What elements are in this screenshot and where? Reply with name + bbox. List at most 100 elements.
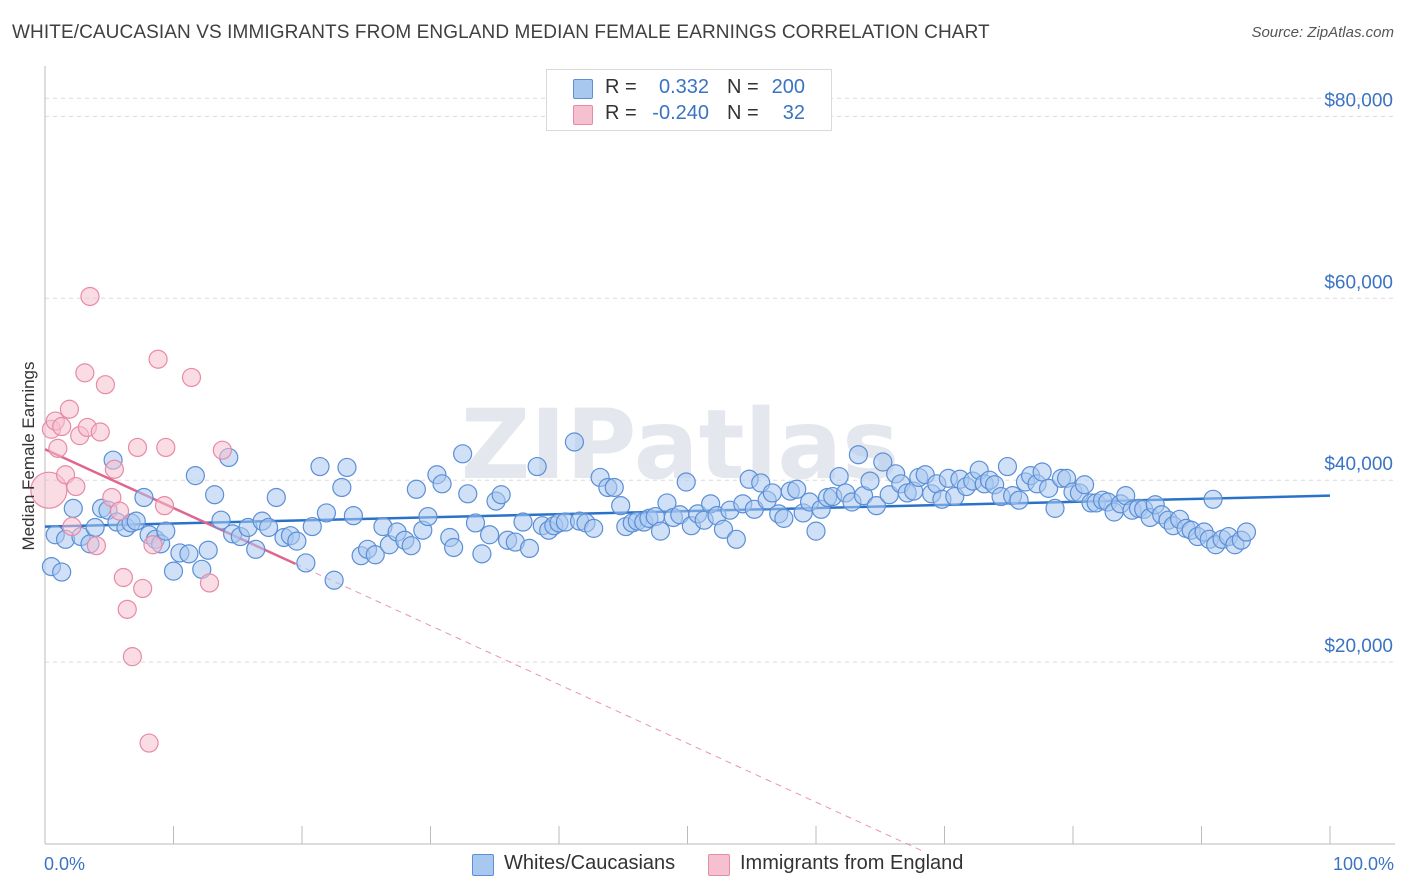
point-whites: [266, 487, 286, 508]
point-whites: [513, 512, 533, 532]
point-whites: [1045, 498, 1065, 518]
point-whites: [829, 466, 849, 487]
point-whites: [198, 540, 218, 560]
point-whites: [1074, 475, 1095, 495]
point-whites: [726, 529, 746, 549]
point-whites: [126, 511, 146, 531]
grid-lines: [45, 97, 1395, 663]
x-tick-label: 100.0%: [1333, 854, 1394, 874]
point-whites: [337, 457, 357, 478]
point-england: [156, 437, 176, 458]
point-england: [52, 416, 72, 437]
y-tick-label: $20,000: [1324, 636, 1393, 657]
point-whites: [453, 444, 473, 464]
point-whites: [205, 485, 225, 505]
legend-r-value: 0.332: [659, 76, 710, 98]
point-whites: [401, 536, 421, 556]
point-whites: [676, 472, 696, 492]
point-whites: [343, 506, 363, 526]
point-england: [62, 516, 82, 537]
point-england: [109, 501, 130, 521]
point-whites: [762, 483, 782, 503]
point-whites: [1038, 478, 1059, 498]
point-england: [95, 375, 115, 395]
x-tick-label: 0.0%: [44, 854, 85, 874]
point-whites: [418, 506, 438, 527]
point-whites: [179, 544, 199, 564]
bottom-legend-swatch-pink: [708, 854, 730, 876]
axis-labels: $20,000 $40,000 $60,000 $80,000 0.0% 100.0%: [44, 90, 1394, 874]
point-whites: [611, 496, 631, 516]
point-whites: [806, 521, 826, 541]
point-england: [90, 422, 110, 442]
point-whites: [787, 479, 807, 499]
point-whites: [564, 432, 585, 452]
point-england: [75, 363, 95, 383]
point-england: [139, 733, 159, 753]
point-whites: [480, 525, 500, 545]
legend-n-value: 200: [771, 76, 805, 98]
data-points: [30, 286, 1257, 753]
correlation-legend: R = 0.332 N = 200 R = -0.240 N = 32: [546, 69, 832, 131]
point-whites: [296, 553, 316, 573]
point-whites: [332, 477, 352, 498]
y-axis-label: Median Female Earnings: [19, 362, 38, 551]
point-whites: [258, 517, 279, 538]
chart-title: WHITE/CAUCASIAN VS IMMIGRANTS FROM ENGLA…: [12, 22, 990, 43]
point-whites: [85, 517, 105, 538]
point-whites: [1236, 522, 1257, 542]
point-whites: [52, 562, 72, 582]
point-whites: [302, 516, 322, 537]
point-england: [48, 438, 68, 458]
point-whites: [211, 510, 231, 530]
source-label: Source: ZipAtlas.com: [1251, 24, 1394, 41]
axes: [44, 66, 1395, 845]
point-whites: [134, 487, 154, 508]
legend-n-label: N =: [727, 76, 759, 98]
point-whites: [491, 485, 511, 505]
point-whites: [604, 477, 624, 498]
point-whites: [310, 456, 330, 477]
point-whites: [365, 545, 385, 565]
point-england: [148, 349, 168, 369]
legend-n-label: N =: [727, 102, 759, 124]
legend-r-label: R =: [605, 102, 637, 124]
point-england: [59, 399, 80, 419]
point-whites: [713, 519, 734, 539]
point-england: [154, 496, 175, 516]
point-whites: [458, 484, 478, 504]
point-whites: [163, 561, 184, 581]
point-whites: [1032, 462, 1052, 482]
point-whites: [246, 539, 266, 559]
point-england: [127, 437, 148, 458]
point-whites: [324, 570, 344, 590]
point-whites: [63, 498, 83, 518]
point-whites: [406, 479, 426, 499]
point-whites: [848, 445, 869, 465]
point-whites: [185, 466, 205, 486]
bottom-legend-swatch-blue: [472, 854, 494, 876]
point-whites: [584, 518, 604, 538]
legend-r-value: -0.240: [652, 102, 709, 124]
point-england: [122, 647, 142, 667]
point-england: [212, 440, 232, 460]
legend-row-england: R = -0.240 N = 32: [547, 101, 831, 127]
legend-swatch-blue: [573, 79, 593, 99]
point-whites: [860, 471, 880, 491]
legend-row-whites: R = 0.332 N = 200: [547, 75, 831, 101]
point-england: [199, 573, 220, 593]
point-england: [104, 459, 124, 479]
point-whites: [444, 537, 464, 558]
point-whites: [465, 513, 486, 533]
trend-line-england-extension: [295, 563, 926, 853]
point-whites: [650, 521, 671, 541]
y-tick-label: $80,000: [1324, 90, 1393, 111]
point-whites: [873, 452, 893, 472]
legend-swatch-pink: [573, 105, 593, 125]
legend-r-label: R =: [605, 76, 637, 98]
point-england: [30, 471, 68, 509]
y-tick-label: $40,000: [1324, 454, 1393, 475]
point-england: [80, 286, 100, 307]
point-whites: [1009, 490, 1029, 510]
